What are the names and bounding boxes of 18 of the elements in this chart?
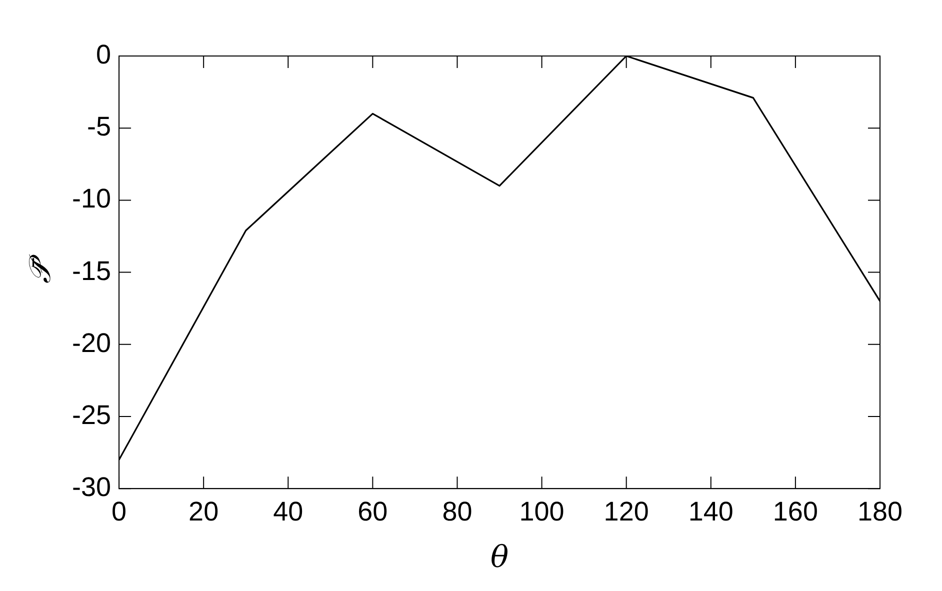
y-tick-label: -20 — [72, 328, 112, 358]
y-tick-label: -15 — [72, 256, 112, 286]
x-tick-label: 40 — [273, 496, 304, 526]
y-tick-label: 0 — [96, 39, 112, 70]
y-tick-label: -30 — [72, 472, 112, 502]
x-tick-label: 80 — [442, 496, 472, 526]
x-tick-label: 140 — [688, 496, 734, 526]
x-tick-label: 160 — [772, 496, 818, 526]
x-axis-title: θ — [490, 540, 509, 575]
x-tick-label: 60 — [358, 496, 388, 526]
x-tick-label: 20 — [188, 496, 219, 526]
y-tick-label: -25 — [72, 400, 112, 430]
x-tick-label: 180 — [857, 496, 903, 526]
x-tick-label: 100 — [519, 496, 564, 526]
y-tick-label: -10 — [72, 184, 112, 214]
y-tick-label: -5 — [87, 112, 112, 142]
y-axis-title: 𝒫̄ — [22, 253, 58, 284]
x-tick-label: 120 — [604, 496, 649, 526]
